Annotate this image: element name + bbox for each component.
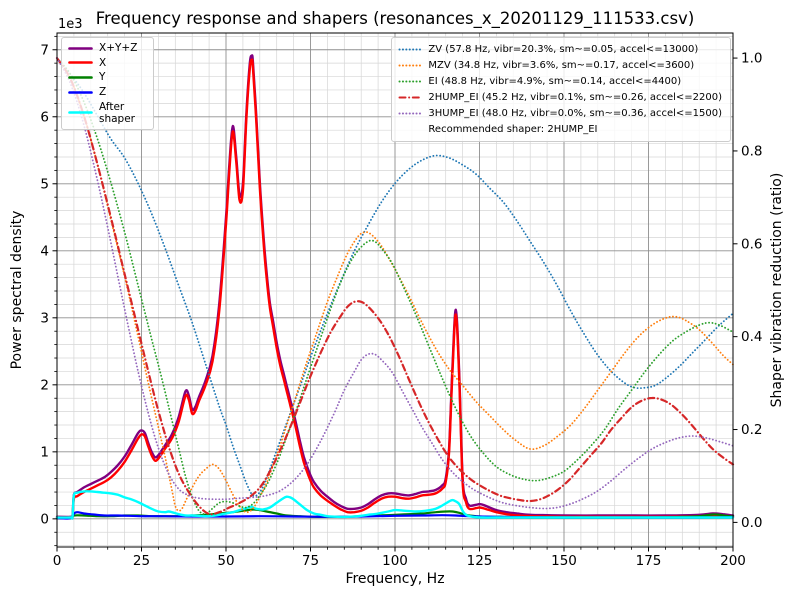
after-line-sample — [68, 111, 93, 114]
legend-label: Recommended shaper: 2HUMP_EI — [428, 124, 598, 135]
y-right-tick-label: 0.4 — [741, 329, 762, 345]
x-tick-label: 100 — [382, 553, 408, 569]
legend-label: EI (48.8 Hz, vibr=4.9%, sm~=0.14, accel<… — [428, 76, 682, 87]
y-left-tick-label: 3 — [40, 310, 49, 326]
legend-item-ei: EI (48.8 Hz, vibr=4.9%, sm~=0.14, accel<… — [398, 74, 722, 89]
legend-label: X — [99, 56, 107, 69]
curve-ei — [56, 57, 734, 515]
legend-label: X+Y+Z — [99, 42, 138, 55]
x-axis-label: Frequency, Hz — [345, 571, 445, 587]
x-tick-label: 175 — [636, 553, 662, 569]
y-axis-right-label: Shaper vibration reduction (ratio) — [769, 172, 785, 408]
legend-item-zv: ZV (57.8 Hz, vibr=20.3%, sm~=0.05, accel… — [398, 42, 722, 57]
y-axis-left-label: Power spectral density — [9, 210, 25, 370]
curve-2hump-ei — [55, 57, 735, 516]
mzv-line-sample — [398, 64, 422, 67]
legend-label: After shaper — [99, 100, 136, 125]
x-line-sample — [68, 61, 93, 65]
legend-label: MZV (34.8 Hz, vibr=3.6%, sm~=0.17, accel… — [428, 60, 695, 71]
x-tick-label: 150 — [551, 553, 577, 569]
legend-spacer — [398, 124, 422, 135]
page-title: Frequency response and shapers (resonanc… — [95, 9, 695, 28]
y-left-tick-label: 6 — [40, 109, 49, 125]
x-tick-label: 125 — [467, 553, 493, 569]
y-left-tick-label: 2 — [40, 377, 49, 393]
x-tick-label: 50 — [217, 553, 234, 569]
legend-label: 2HUMP_EI (45.2 Hz, vibr=0.1%, sm~=0.26, … — [428, 92, 722, 103]
curve-x-y-z — [55, 54, 735, 519]
ei-line-sample — [398, 80, 422, 83]
legend-label: Y — [99, 71, 106, 84]
legend-label: Z — [99, 85, 107, 98]
legend-item-y: Y — [68, 71, 145, 83]
curve-after-shaper — [55, 490, 735, 520]
legend-psd: X+Y+Z X Y Z After shaper — [61, 37, 154, 130]
y-axis-offset-text: 1e3 — [58, 17, 83, 32]
y-right-tick-label: 0.6 — [741, 236, 762, 252]
y-left-tick-label: 1 — [40, 444, 49, 460]
axes: 0 25 50 75 100 125 150 175 200 0 1 2 3 4 5 6 7 0.0 0.2 0.4 0… — [40, 32, 762, 569]
legend-item-z: Z — [68, 86, 145, 98]
y-left-tick-label: 7 — [40, 42, 49, 58]
legend-item-x-y-z: X+Y+Z — [68, 42, 145, 54]
curve-zv — [56, 57, 734, 497]
curve-x — [55, 58, 735, 520]
y-right-tick-label: 0.2 — [741, 422, 762, 438]
curve-3hump-ei — [56, 57, 734, 510]
y-left-tick-label: 4 — [40, 243, 49, 259]
y-right-tick-label: 0.0 — [741, 515, 762, 531]
y-line-sample — [68, 76, 93, 79]
legend-item-after: After shaper — [68, 101, 145, 125]
legend-item-recommended: Recommended shaper: 2HUMP_EI — [398, 122, 722, 137]
2hump-ei-line-sample — [398, 96, 422, 99]
legend-label: ZV (57.8 Hz, vibr=20.3%, sm~=0.05, accel… — [428, 44, 699, 55]
x-tick-label: 75 — [302, 553, 319, 569]
y-left-tick-label: 0 — [40, 511, 49, 527]
legend-item-x: X — [68, 57, 145, 69]
legend-item-mzv: MZV (34.8 Hz, vibr=3.6%, sm~=0.17, accel… — [398, 58, 722, 73]
y-right-tick-label: 1.0 — [741, 51, 762, 67]
legend-item-2hump-ei: 2HUMP_EI (45.2 Hz, vibr=0.1%, sm~=0.26, … — [398, 90, 722, 105]
3hump-ei-line-sample — [398, 112, 422, 115]
x-tick-label: 25 — [133, 553, 150, 569]
y-left-tick-label: 5 — [40, 176, 49, 192]
legend-label: 3HUMP_EI (48.0 Hz, vibr=0.0%, sm~=0.36, … — [428, 108, 722, 119]
zv-line-sample — [398, 48, 422, 51]
y-right-tick-label: 0.8 — [741, 143, 762, 159]
curves — [55, 54, 735, 520]
grid-minor — [57, 33, 733, 547]
x-tick-label: 200 — [720, 553, 746, 569]
curve-mzv — [56, 57, 734, 514]
z-line-sample — [68, 90, 93, 94]
legend-item-3hump-ei: 3HUMP_EI (48.0 Hz, vibr=0.0%, sm~=0.36, … — [398, 106, 722, 121]
x-tick-label: 0 — [53, 553, 62, 569]
legend-shapers: ZV (57.8 Hz, vibr=20.3%, sm~=0.05, accel… — [391, 37, 731, 142]
x-y-z-line-sample — [68, 46, 93, 50]
